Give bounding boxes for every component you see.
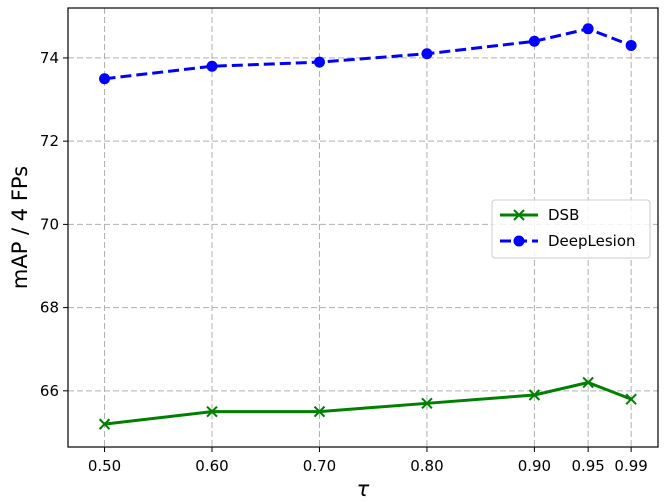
series-line: [104, 381, 632, 426]
data-point: [313, 56, 325, 68]
y-tick-label: 68: [40, 299, 59, 317]
y-tick-label: 72: [40, 132, 59, 150]
plot-frame: [67, 7, 659, 448]
y-tick-label: 74: [40, 49, 59, 67]
data-point: [625, 393, 637, 405]
data-point: [99, 73, 111, 85]
axis-ticks: 0.50 0.60 0.70 0.80 0.90 0.95 0.99 66 68 70 72 74: [40, 49, 648, 475]
y-tick-label: 70: [40, 215, 59, 233]
data-point: [98, 418, 111, 430]
x-tick-label: 0.50: [88, 457, 121, 475]
data-point: [513, 209, 525, 221]
x-tick-label: 0.99: [614, 457, 647, 475]
legend-label: DeepLesion: [548, 232, 636, 250]
data-point: [513, 235, 525, 247]
data-point: [582, 376, 594, 389]
x-tick-label: 0.70: [303, 457, 336, 475]
legend-entry: DSB: [500, 206, 579, 224]
series-deeplesion: [99, 23, 637, 85]
data-point: [313, 405, 326, 418]
data-point: [625, 39, 637, 51]
legend-label: DSB: [548, 206, 579, 224]
x-tick-label: 0.80: [410, 457, 443, 475]
legend-entry: DeepLesion: [500, 232, 636, 250]
x-tick-label: 0.90: [518, 457, 551, 475]
x-tick-label: 0.95: [571, 457, 604, 475]
data-point: [421, 397, 433, 410]
data-point: [528, 389, 541, 401]
data-point: [206, 60, 218, 72]
data-point: [528, 35, 540, 47]
data-point: [421, 48, 433, 60]
series-line: [104, 27, 632, 81]
x-tick-label: 0.60: [195, 457, 228, 475]
y-tick-label: 66: [40, 382, 59, 400]
data-point: [582, 23, 594, 35]
legend: DSB DeepLesion: [491, 199, 651, 259]
series-dsb: [98, 376, 637, 430]
data-point: [206, 405, 218, 418]
series-group: [98, 23, 637, 430]
y-axis-label: mAP / 4 FPs: [8, 166, 32, 289]
x-axis-label: τ: [357, 477, 370, 501]
